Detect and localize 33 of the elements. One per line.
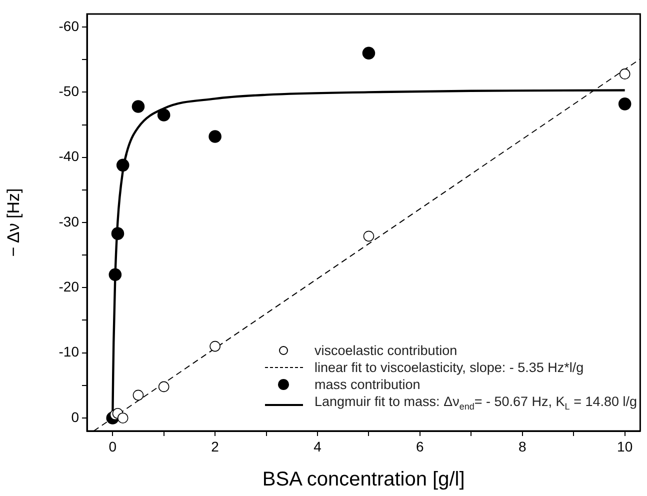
point (363, 230, 374, 242)
legend-label: Langmuir fit to mass: Δν$_{end}$= - 50.67 Hz, K$_{L}$ = 14.80 l/g (314, 393, 637, 414)
point (116, 158, 130, 172)
x-axis-title: BSA concentration [g/l] (262, 468, 465, 491)
y-tick-label: -60 (58, 18, 80, 34)
x-tick-label: 6 (416, 438, 424, 454)
y-tick-label: 0 (71, 408, 80, 425)
point (111, 227, 124, 240)
legend-label: linear fit to viscoelasticity, slope: - 5.35 Hz*l/g (314, 359, 584, 376)
x-tick-label: 2 (211, 438, 220, 454)
point (117, 412, 128, 424)
y-tick-label: -30 (58, 213, 80, 230)
point (210, 340, 220, 352)
legend-label: mass contribution (314, 376, 420, 394)
point (618, 98, 632, 110)
y-tick-label: -40 (58, 148, 80, 164)
x-tick-label: 4 (314, 438, 322, 454)
y-tick-label: -50 (58, 83, 80, 100)
y-axis-title: − Δν [Hz] (4, 188, 23, 257)
point (208, 130, 222, 143)
point (108, 268, 122, 282)
legend-label: viscoelastic contribution (314, 342, 458, 360)
point (158, 381, 170, 392)
x-tick-label: 8 (518, 438, 526, 454)
point (157, 108, 170, 122)
x-tick-label: 10 (617, 438, 633, 454)
y-tick-label: -20 (58, 278, 80, 295)
point (132, 100, 145, 113)
point (362, 46, 376, 60)
x-tick-label: 0 (108, 438, 117, 454)
point (619, 68, 630, 80)
point (132, 390, 144, 401)
y-tick-label: -10 (58, 344, 80, 360)
